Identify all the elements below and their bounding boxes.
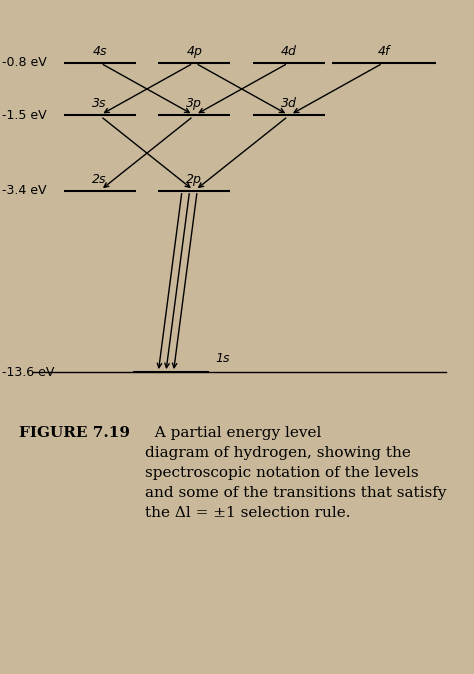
Text: 4d: 4d [281, 44, 297, 58]
Text: -3.4 eV: -3.4 eV [2, 185, 46, 197]
Text: 1s: 1s [215, 353, 230, 365]
Text: -13.6 eV: -13.6 eV [2, 365, 54, 379]
Text: 4p: 4p [186, 44, 202, 58]
Text: 3s: 3s [92, 98, 107, 111]
Text: -1.5 eV: -1.5 eV [2, 109, 46, 122]
Text: -0.8 eV: -0.8 eV [2, 56, 46, 69]
Text: 3p: 3p [186, 98, 202, 111]
Text: 4s: 4s [92, 44, 107, 58]
Text: 4f: 4f [378, 44, 390, 58]
Text: 2s: 2s [92, 173, 107, 186]
Text: A partial energy level
diagram of hydrogen, showing the
spectroscopic notation o: A partial energy level diagram of hydrog… [145, 426, 446, 520]
Text: FIGURE 7.19: FIGURE 7.19 [19, 426, 130, 440]
Text: 3d: 3d [281, 98, 297, 111]
Text: 2p: 2p [186, 173, 202, 186]
